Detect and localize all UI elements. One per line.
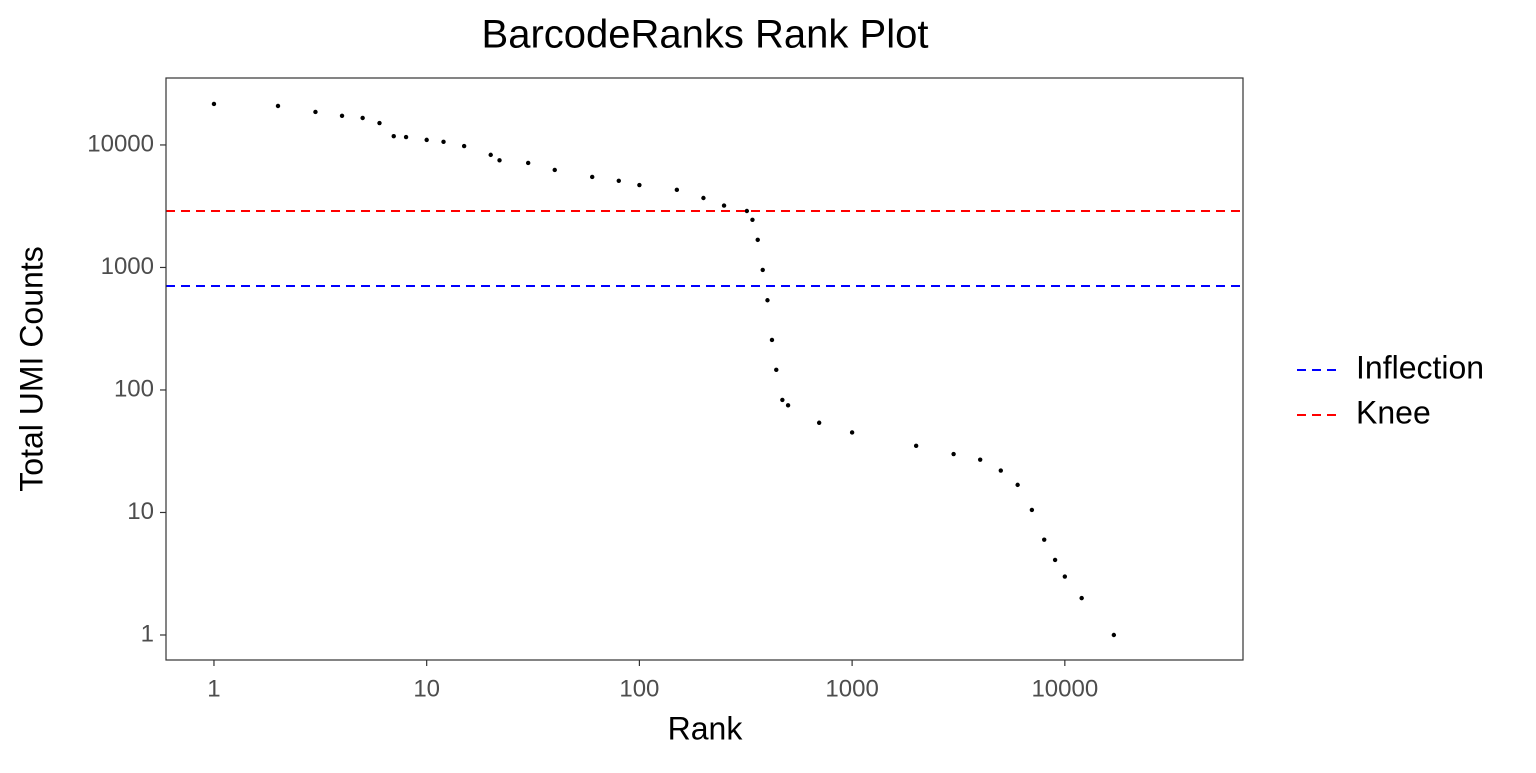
point: [1062, 574, 1068, 579]
x-tick-label: 1000: [825, 675, 878, 702]
point: [785, 403, 791, 408]
point: [360, 115, 365, 121]
point: [339, 113, 345, 118]
point: [774, 367, 779, 373]
point: [616, 178, 621, 183]
point: [780, 397, 785, 403]
chart-title: BarcodeRanks Rank Plot: [482, 13, 929, 57]
point: [701, 195, 706, 201]
point: [760, 267, 765, 273]
point: [849, 430, 855, 435]
x-axis-title: Rank: [668, 710, 744, 746]
point: [721, 203, 727, 208]
point: [391, 133, 396, 139]
point: [674, 187, 680, 193]
point: [769, 337, 775, 343]
legend-label: Inflection: [1356, 349, 1484, 385]
point: [313, 109, 318, 115]
y-tick-label: 1: [141, 620, 154, 647]
point: [552, 167, 557, 173]
y-tick-label: 100: [114, 375, 154, 402]
point: [998, 468, 1003, 473]
panel-border: [165, 77, 1244, 661]
y-tick-label: 10000: [87, 130, 154, 157]
point: [497, 158, 502, 163]
x-tick-label: 100: [619, 675, 659, 702]
point: [1015, 482, 1020, 488]
y-tick-label: 10: [127, 498, 154, 525]
y-axis-title: Total UMI Counts: [13, 246, 49, 491]
point: [816, 420, 822, 425]
point: [1029, 507, 1035, 513]
point: [403, 134, 409, 140]
point: [765, 298, 770, 303]
point: [951, 451, 956, 457]
point: [424, 137, 429, 143]
point: [211, 101, 217, 107]
point: [525, 160, 531, 166]
point: [913, 443, 919, 449]
point: [977, 457, 983, 462]
point: [377, 120, 382, 126]
point: [1052, 557, 1058, 563]
point: [275, 103, 281, 109]
point: [755, 237, 760, 243]
point: [461, 143, 467, 149]
point: [744, 208, 750, 214]
x-tick-label: 10000: [1031, 675, 1098, 702]
y-tick-label: 1000: [101, 253, 154, 280]
point: [441, 139, 446, 145]
point: [1111, 632, 1117, 638]
legend-label: Knee: [1356, 394, 1431, 430]
point: [590, 174, 595, 180]
x-tick-label: 10: [413, 675, 440, 702]
point: [488, 152, 493, 158]
x-tick-label: 1: [207, 675, 220, 702]
point: [1042, 537, 1047, 542]
point: [750, 217, 755, 222]
point: [637, 182, 642, 188]
point: [1079, 595, 1084, 601]
